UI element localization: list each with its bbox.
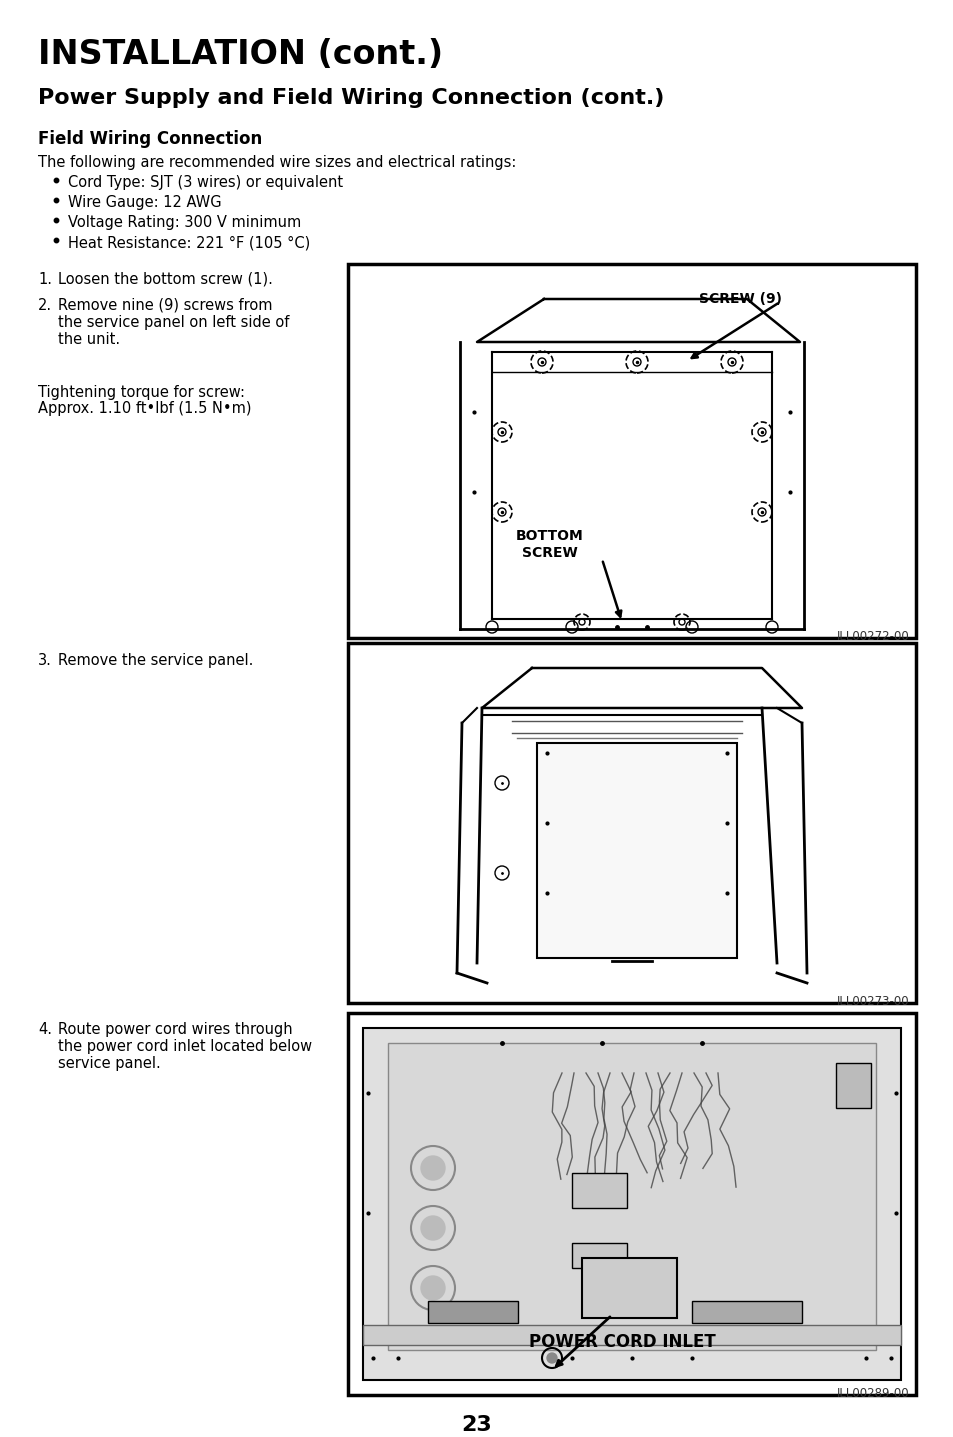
Text: 3.: 3. [38,652,51,668]
Text: Loosen the bottom screw (1).: Loosen the bottom screw (1). [58,272,273,287]
Text: SCREW: SCREW [521,546,578,560]
Text: the service panel on left side of: the service panel on left side of [58,315,289,331]
Bar [537,743,737,958]
Text: Approx. 1.10 ft•lbf (1.5 N•m): Approx. 1.10 ft•lbf (1.5 N•m) [38,401,252,415]
Circle shape [420,1276,444,1300]
Text: SCREW (9): SCREW (9) [699,292,781,306]
Text: Power Supply and Field Wiring Connection (cont.): Power Supply and Field Wiring Connection… [38,88,663,108]
Text: Route power cord wires through: Route power cord wires through [58,1022,293,1038]
Text: Heat Resistance: 221 °F (105 °C): Heat Resistance: 221 °F (105 °C) [68,236,310,250]
Bar [581,1257,677,1318]
Bar [572,1173,626,1209]
Bar [348,264,915,638]
Bar [572,1243,626,1267]
Text: 2.: 2. [38,297,52,313]
Circle shape [420,1155,444,1180]
Text: 4.: 4. [38,1022,52,1038]
Text: Tightening torque for screw:: Tightening torque for screw: [38,385,245,399]
Text: INSTALLATION (cont.): INSTALLATION (cont.) [38,37,442,70]
Bar [835,1063,870,1108]
Text: 23: 23 [461,1415,492,1436]
Text: service panel.: service panel. [58,1056,161,1071]
Bar [348,642,915,1003]
Bar [388,1043,875,1349]
Text: Voltage Rating: 300 V minimum: Voltage Rating: 300 V minimum [68,216,301,230]
Circle shape [546,1354,557,1364]
Text: ILL00272-00: ILL00272-00 [837,629,909,642]
Text: ILL00273-00: ILL00273-00 [837,994,909,1007]
Text: ILL00289-00: ILL00289-00 [837,1387,909,1400]
Bar [348,1013,915,1395]
Circle shape [420,1216,444,1240]
Text: the power cord inlet located below: the power cord inlet located below [58,1039,312,1053]
Text: POWER CORD INLET: POWER CORD INLET [528,1334,715,1351]
Text: 1.: 1. [38,272,52,287]
Bar [363,1027,900,1380]
Text: Cord Type: SJT (3 wires) or equivalent: Cord Type: SJT (3 wires) or equivalent [68,175,343,190]
Text: Field Wiring Connection: Field Wiring Connection [38,129,262,148]
Bar [363,1325,900,1345]
Text: BOTTOM: BOTTOM [516,529,583,543]
Text: Remove nine (9) screws from: Remove nine (9) screws from [58,297,273,313]
Bar [691,1300,801,1323]
Text: Wire Gauge: 12 AWG: Wire Gauge: 12 AWG [68,195,221,210]
Text: Remove the service panel.: Remove the service panel. [58,652,253,668]
Text: the unit.: the unit. [58,332,120,346]
Text: The following are recommended wire sizes and electrical ratings:: The following are recommended wire sizes… [38,155,516,170]
Bar [428,1300,517,1323]
